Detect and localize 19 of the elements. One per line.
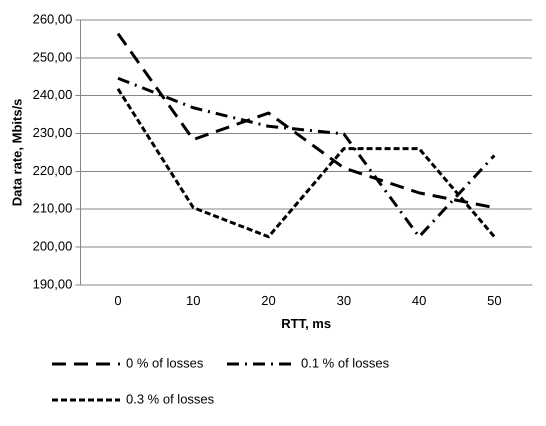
y-tick-label: 200,00: [32, 238, 72, 254]
legend-label: 0.3 % of losses: [126, 392, 215, 407]
legend-label: 0.1 % of losses: [301, 356, 390, 371]
x-tick-label: 10: [186, 293, 201, 308]
y-tick-label: 230,00: [32, 125, 72, 140]
x-tick-label: 40: [412, 293, 426, 308]
legend-label: 0 % of losses: [126, 356, 204, 371]
y-tick-label: 210,00: [32, 200, 72, 216]
y-axis-title: Data rate, Mbits/s: [9, 98, 24, 206]
x-tick-label: 0: [114, 293, 122, 308]
y-tick-label: 190,00: [32, 276, 72, 292]
y-tick-label: 260,00: [32, 12, 72, 27]
y-tick-label: 220,00: [32, 162, 72, 178]
x-tick-label: 20: [261, 293, 276, 308]
x-axis-title: RTT, ms: [281, 316, 332, 331]
x-tick-label: 30: [336, 293, 352, 308]
x-tick-label: 50: [487, 293, 502, 308]
y-tick-label: 250,00: [32, 49, 72, 64]
y-tick-label: 240,00: [32, 87, 72, 102]
